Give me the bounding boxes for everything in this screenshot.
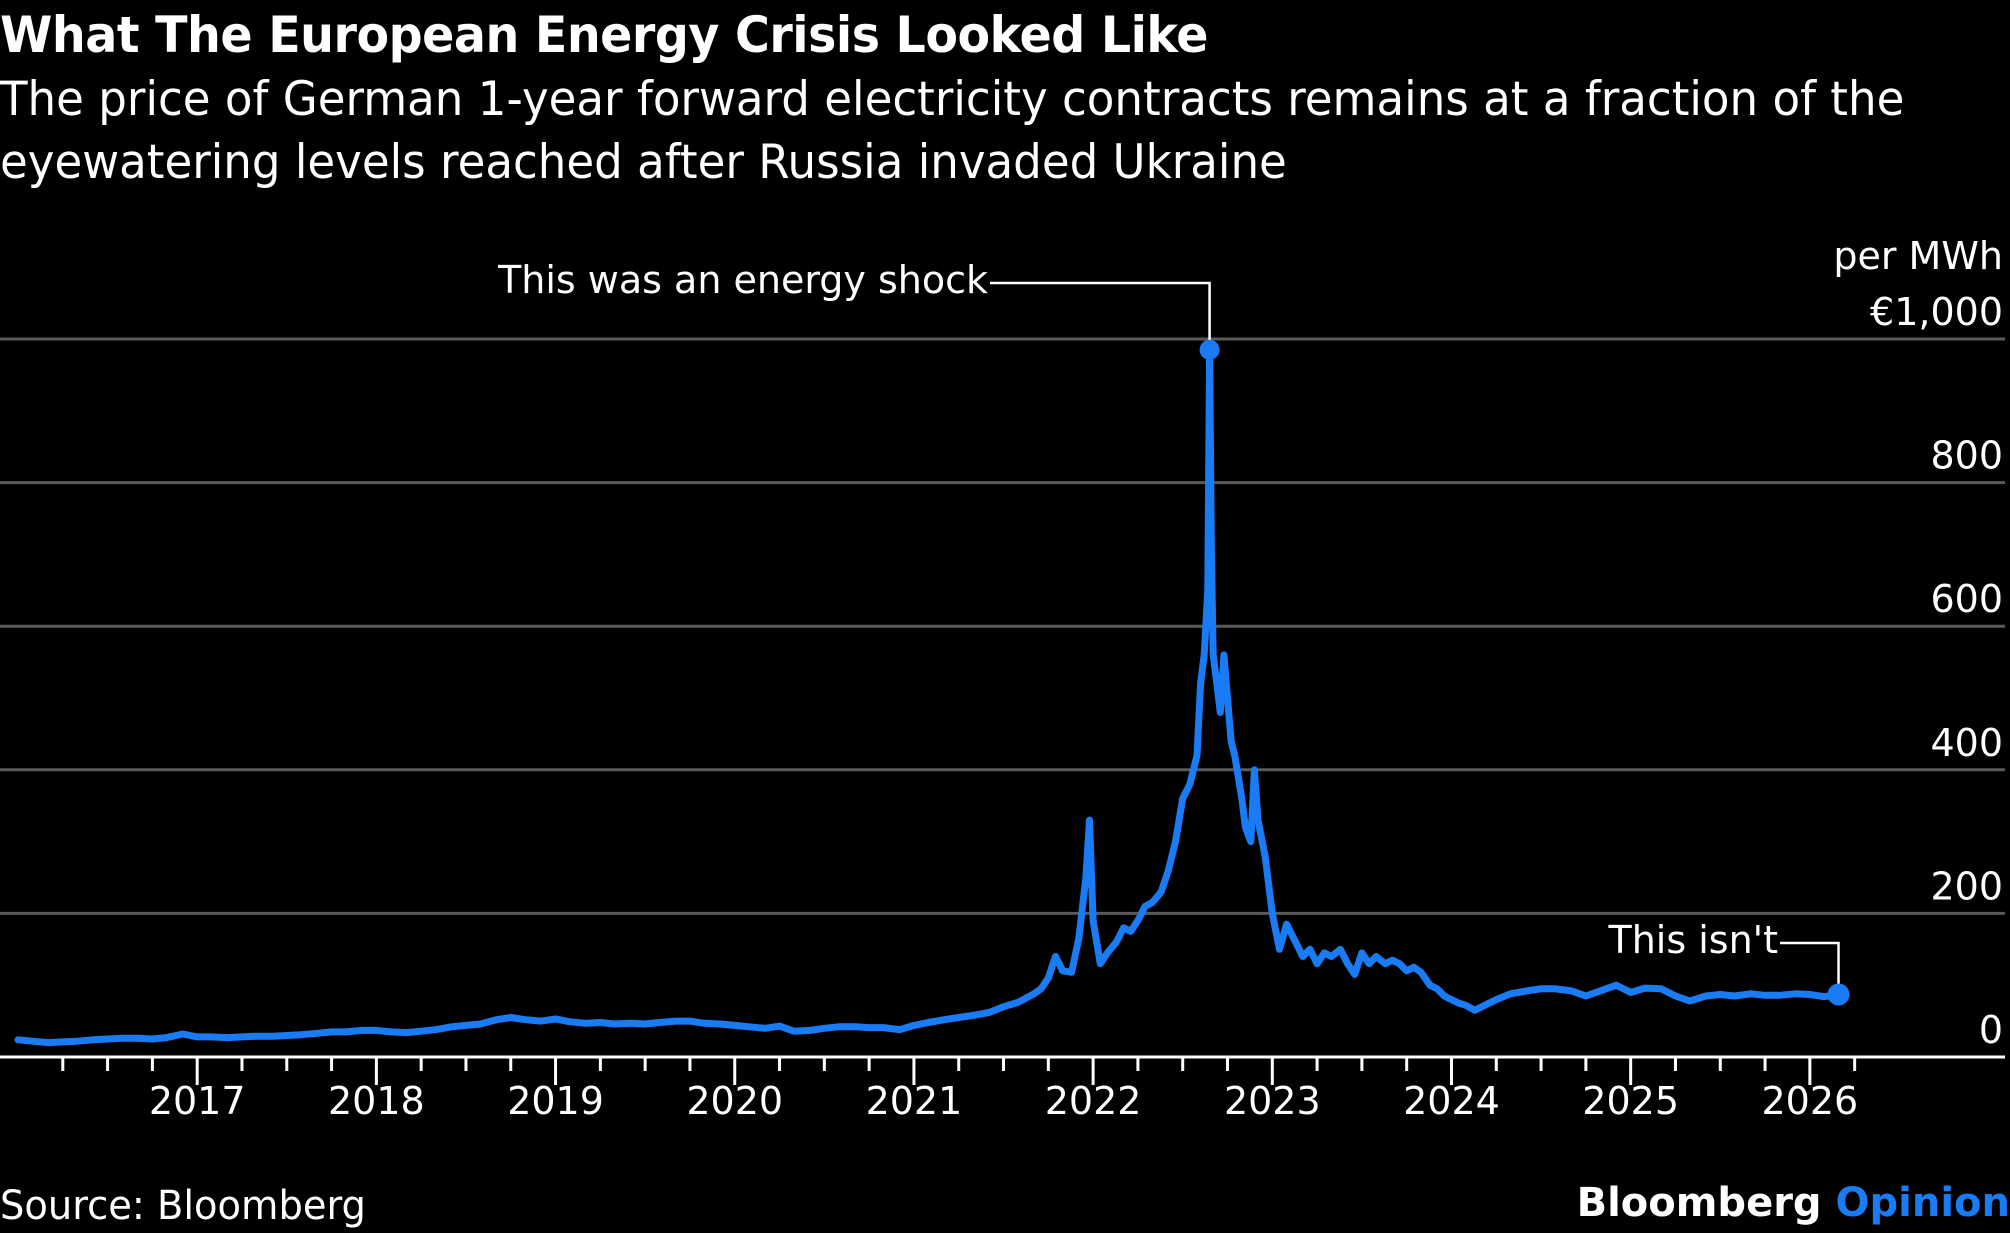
y-tick-label-600: 600 bbox=[1930, 577, 2003, 621]
annotation-leader-peak bbox=[990, 281, 1211, 350]
brand-logo: Bloomberg Opinion bbox=[1577, 1180, 2010, 1226]
brand-accent: Opinion bbox=[1835, 1180, 2010, 1226]
series-line-german-power bbox=[14, 346, 1842, 1047]
source-note: Source: Bloomberg bbox=[0, 1183, 366, 1229]
x-axis-ticks bbox=[61, 1057, 1857, 1085]
x-axis-labels: 2017 2018 2019 2020 2021 2022 2023 2024 2025 2026 bbox=[149, 1079, 1858, 1123]
y-axis-unit-label: per MWh bbox=[1833, 234, 2003, 278]
x-tick-label-2019: 2019 bbox=[507, 1079, 604, 1123]
x-tick-label-2026: 2026 bbox=[1761, 1079, 1858, 1123]
y-tick-label-0: 0 bbox=[1979, 1008, 2003, 1052]
x-tick-label-2025: 2025 bbox=[1582, 1079, 1679, 1123]
brand-main: Bloomberg bbox=[1576, 1180, 1822, 1226]
annotation-leader-latest bbox=[1780, 941, 1840, 995]
y-tick-label-800: 800 bbox=[1930, 434, 2003, 478]
chart-title: What The European Energy Crisis Looked L… bbox=[0, 6, 1209, 64]
x-tick-label-2017: 2017 bbox=[149, 1079, 246, 1123]
x-tick-label-2023: 2023 bbox=[1224, 1079, 1321, 1123]
y-tick-label-1000: €1,000 bbox=[1870, 290, 2003, 334]
x-tick-label-2021: 2021 bbox=[866, 1079, 963, 1123]
x-tick-label-2018: 2018 bbox=[328, 1079, 425, 1123]
y-axis-labels: 0 200 400 600 800 €1,000 bbox=[1870, 290, 2003, 1052]
gridlines bbox=[0, 337, 2005, 915]
y-tick-label-400: 400 bbox=[1930, 721, 2003, 765]
peak-marker bbox=[1199, 339, 1220, 360]
y-tick-label-200: 200 bbox=[1930, 864, 2003, 908]
annotation-peak-label: This was an energy shock bbox=[497, 258, 988, 302]
x-tick-label-2020: 2020 bbox=[686, 1079, 783, 1123]
x-tick-label-2022: 2022 bbox=[1045, 1079, 1142, 1123]
annotations: This was an energy shock This isn't bbox=[497, 258, 1850, 1006]
x-tick-label-2024: 2024 bbox=[1403, 1079, 1500, 1123]
chart-subtitle: The price of German 1-year forward elect… bbox=[0, 72, 1905, 190]
latest-marker bbox=[1827, 983, 1850, 1006]
annotation-latest-label: This isn't bbox=[1607, 918, 1778, 962]
